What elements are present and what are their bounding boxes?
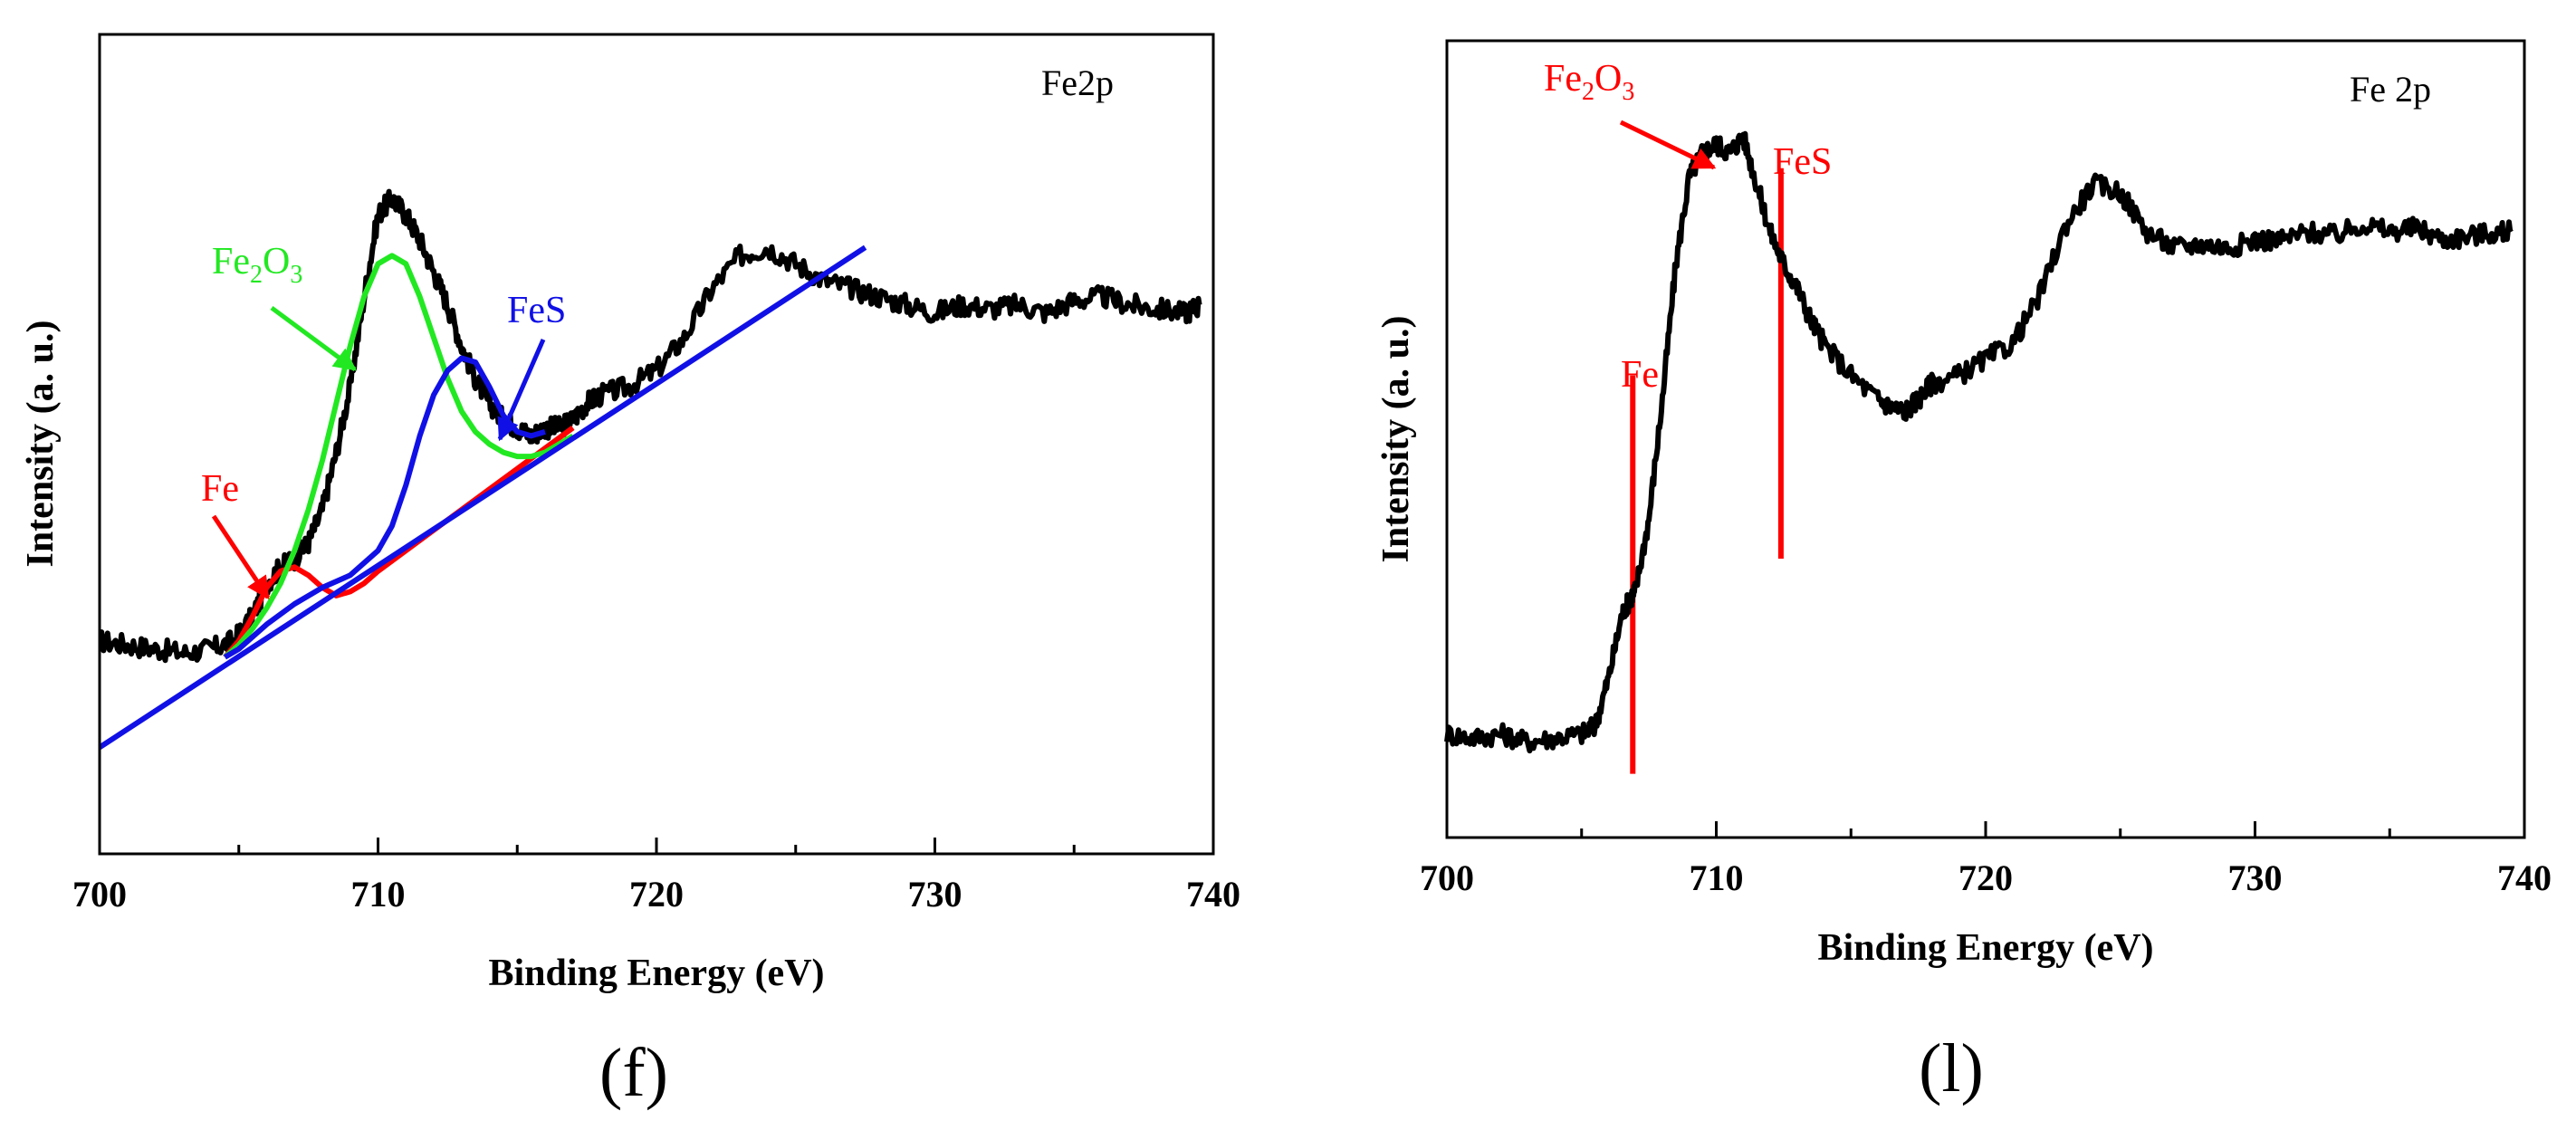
x-tick-label: 720 [1958,857,2013,898]
annotation-fes-arrow [497,339,546,442]
x-tick-label: 730 [908,874,962,915]
x-tick-label: 740 [1186,874,1240,915]
annotation-fe2o3: Fe2O3 [1544,58,1634,106]
panel-tag: (f) [599,1035,668,1111]
series-line-fes [223,355,546,660]
series-line-background [98,244,867,750]
annotation-fe2o3-sub-2: 2 [1582,78,1594,106]
annotation-fe2o3-arrow [270,305,358,372]
x-tick-group: 700 710 720 730 740 [1420,821,2552,898]
plot-title: Fe2p [1041,62,1114,103]
x-tick-label: 720 [629,874,684,915]
x-tick-label: 700 [72,874,127,915]
x-axis-title: Binding Energy (eV) [488,953,824,994]
y-axis-title: Intensity (a. u.) [20,320,62,567]
spectrum-series-group [1444,130,2514,754]
x-tick-label: 740 [2497,857,2552,898]
panel-tag: (l) [1919,1030,1984,1106]
annotation-fe2o3-base: Fe [212,241,250,282]
chart-panel-l: 700 710 720 730 740 Fe 2p Binding Energy (eV… [1375,39,2552,1106]
reference-marker-group [1630,168,1784,774]
annotation-fe2o3: Fe2O3 [212,241,302,289]
series-line-fe [223,425,575,659]
annotation-fe2o3-sub-3: 3 [290,261,302,289]
plot-frame [1445,39,2526,839]
annotation-fe: Fe [1621,354,1659,396]
x-tick-label: 710 [351,874,406,915]
annotation-fe2o3-o: O [263,241,290,282]
plot-title: Fe 2p [2350,69,2431,110]
x-axis-title: Binding Energy (eV) [1817,927,2153,969]
y-axis-title: Intensity (a. u.) [1375,315,1417,562]
annotation-fe2o3-sub-2: 2 [250,261,263,289]
x-tick-group: 700 710 720 730 740 [72,838,1240,915]
annotation-fe: Fe [201,468,239,510]
series-line-fe2o3 [223,253,575,660]
annotation-fe2o3-sub-3: 3 [1622,78,1634,106]
x-tick-label: 730 [2228,857,2283,898]
annotation-fe2o3-o: O [1594,58,1622,100]
x-tick-label: 710 [1690,857,1744,898]
x-tick-label: 700 [1420,857,1474,898]
annotation-fes: FeS [507,290,566,331]
series-line-experimental-spectrum [1444,130,2514,754]
annotation-fe2o3-base: Fe [1544,58,1582,100]
chart-panel-f: 700 710 720 730 740 Fe2p Binding Energy (eV)… [20,33,1240,1111]
annotation-fe2o3-arrow [1619,120,1717,170]
annotation-fes: FeS [1773,141,1832,183]
plot-frame [98,33,1215,856]
annotation-fe-arrow [211,514,271,600]
